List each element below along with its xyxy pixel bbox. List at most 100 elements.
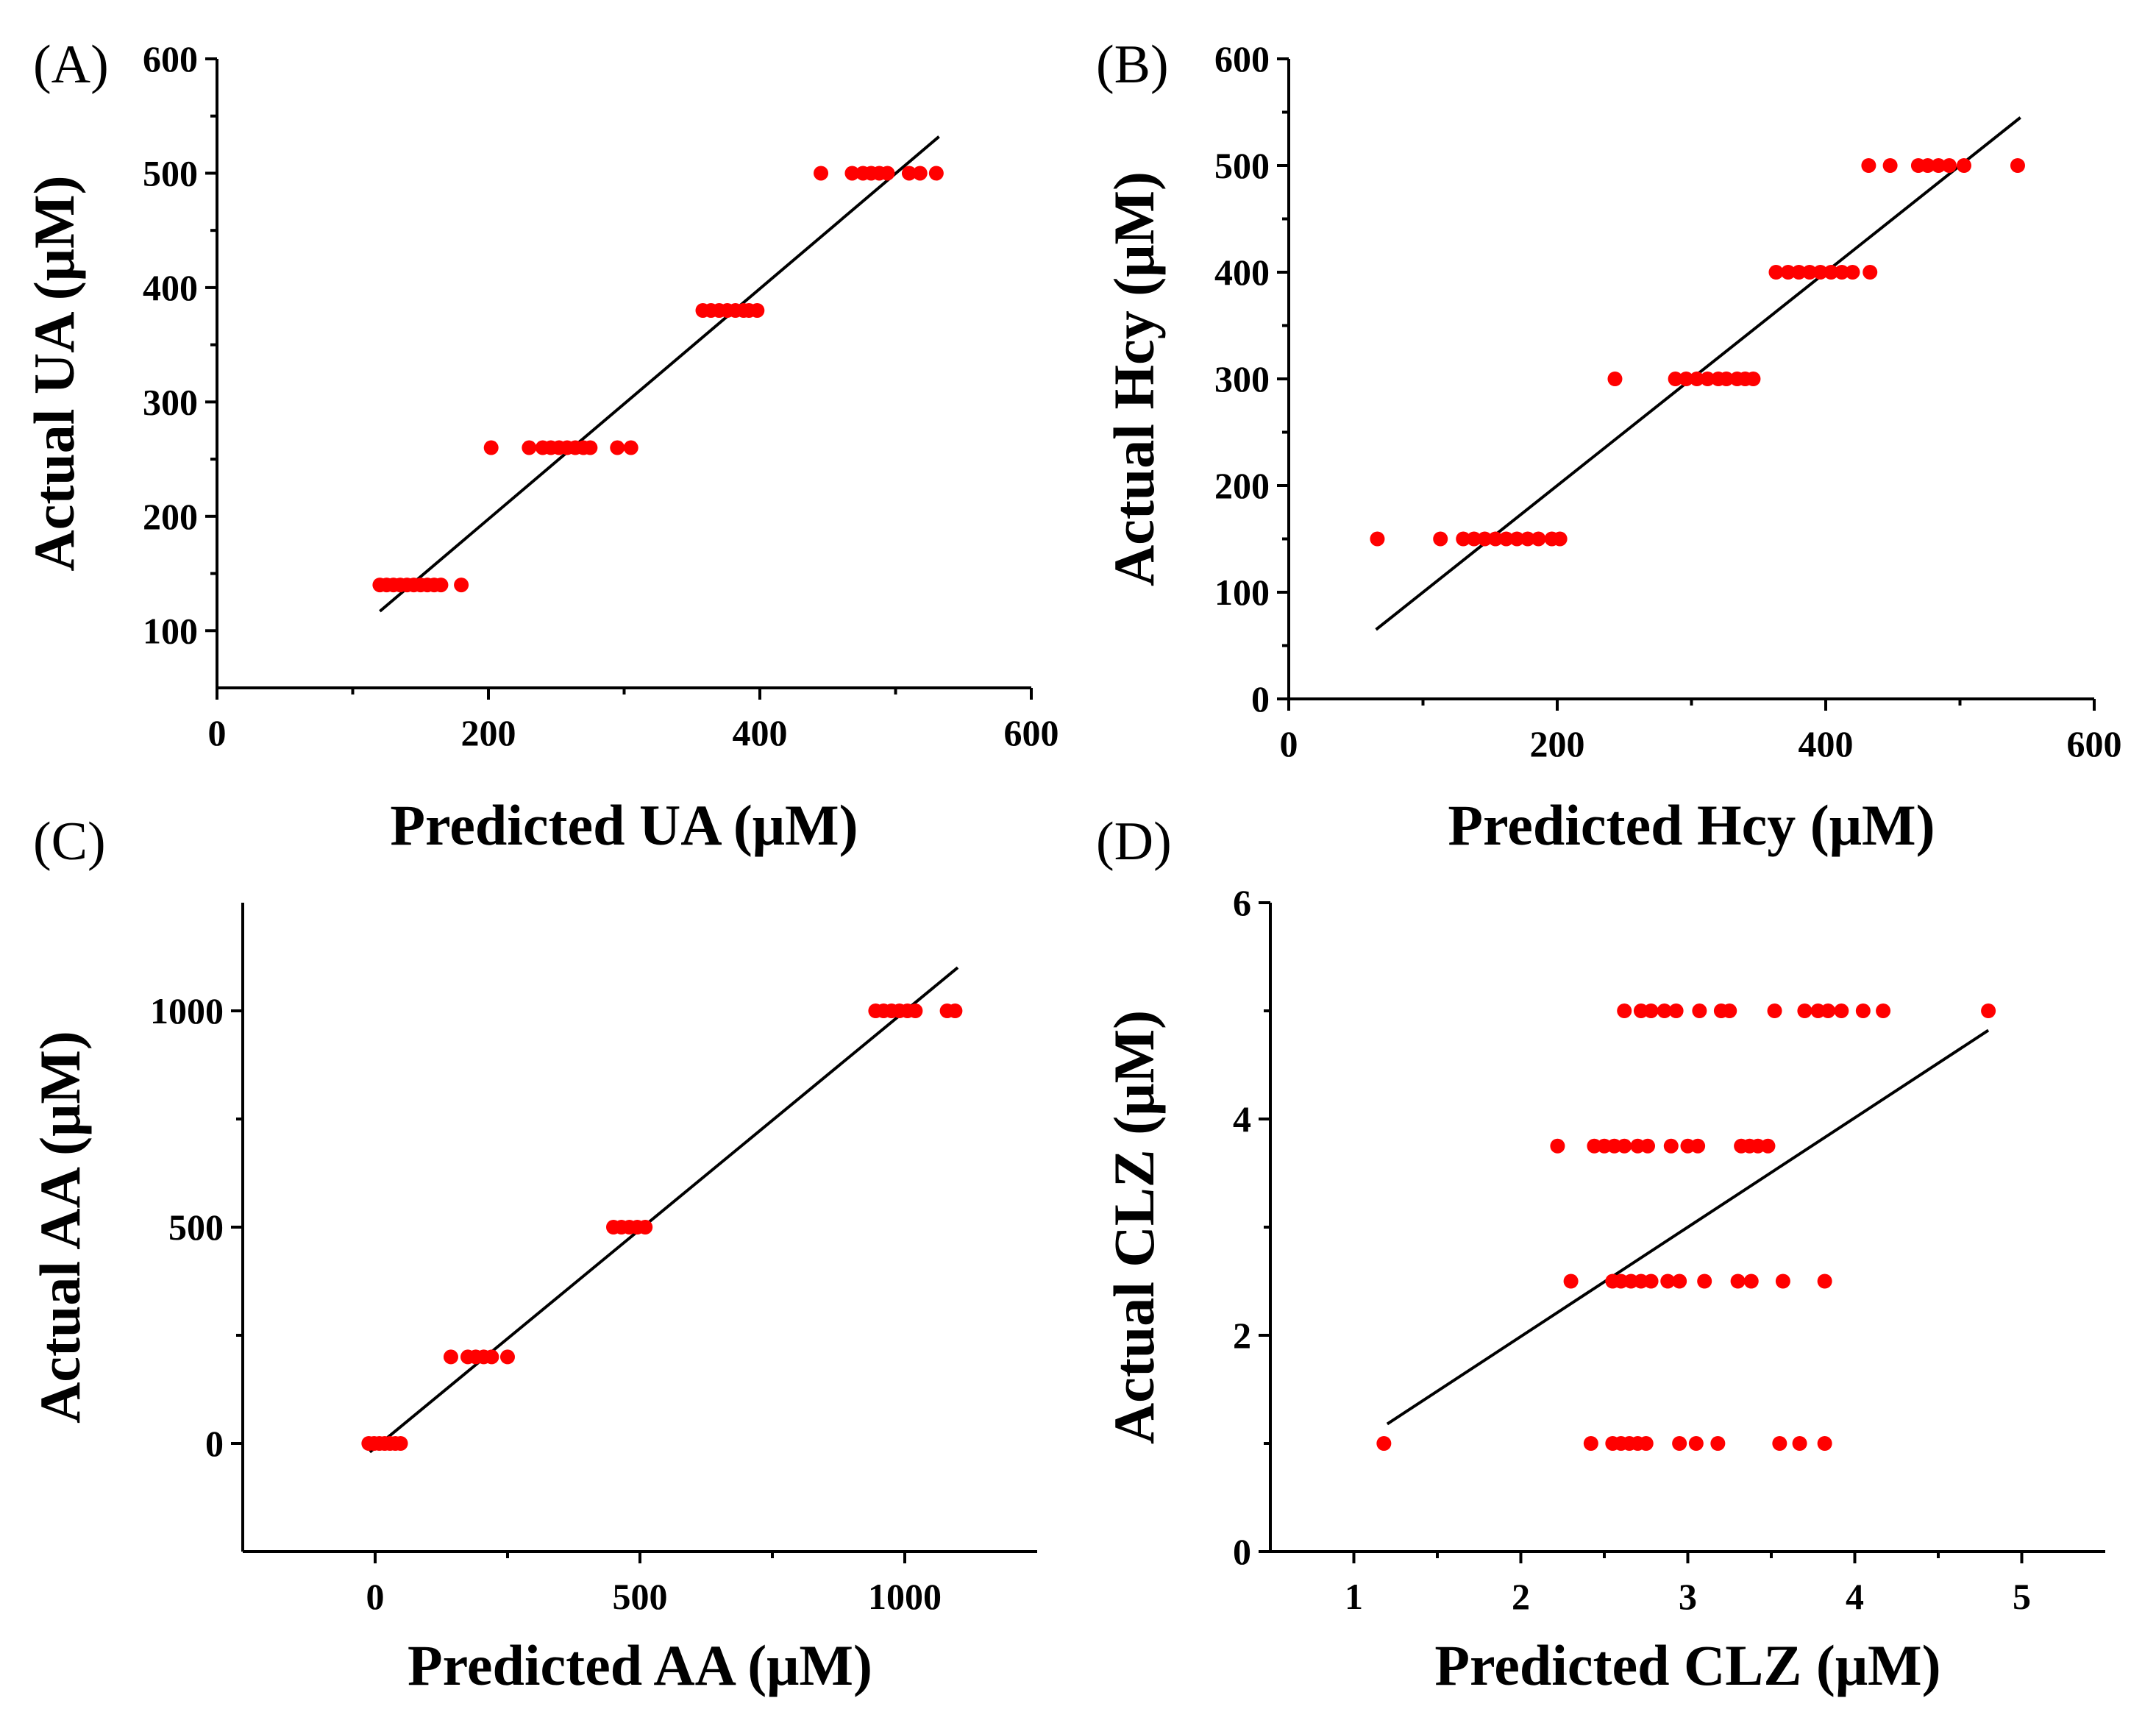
data-point [1456, 531, 1471, 547]
data-point [1607, 372, 1623, 386]
data-point [500, 1349, 515, 1365]
data-point [1498, 531, 1514, 547]
data-point [2010, 158, 2025, 173]
data-point [1718, 372, 1734, 386]
data-point [638, 1220, 653, 1234]
y-tick-label: 500 [168, 1207, 224, 1248]
data-point [1730, 1273, 1746, 1289]
data-point [393, 1436, 408, 1451]
y-axis-title: Actual CLZ (μM) [1102, 1010, 1166, 1444]
data-point [1563, 1273, 1579, 1289]
data-point [1834, 265, 1849, 280]
y-axis-title: Actual AA (μM) [28, 1031, 92, 1424]
panel-d-chart: (D) 1 2 3 4 5 0 2 4 6 Predicted CLZ (μM) Actual CLZ… [1096, 811, 2105, 1697]
y-tick-label: 600 [1214, 38, 1270, 79]
data-point [1617, 1138, 1632, 1154]
x-tick-label: 0 [1280, 723, 1298, 764]
data-point [583, 440, 598, 455]
x-tick-label: 1 [1345, 1576, 1363, 1617]
y-tick-label: 300 [1214, 358, 1270, 399]
data-point [1668, 1003, 1684, 1018]
data-point [844, 166, 860, 181]
x-tick-label: 0 [208, 712, 227, 753]
data-point [1433, 531, 1448, 547]
x-tick-label: 1000 [868, 1576, 942, 1617]
data-point [522, 440, 537, 455]
data-point [750, 303, 765, 318]
data-point [623, 440, 638, 455]
data-point [1797, 1003, 1812, 1018]
fit-line [369, 966, 959, 1454]
y-tick-label: 0 [1233, 1531, 1251, 1572]
panel-label: (D) [1096, 811, 1172, 872]
data-point [880, 166, 895, 181]
data-point [912, 166, 928, 181]
y-tick-label: 600 [143, 38, 198, 79]
data-point [1802, 265, 1818, 280]
data-point [814, 166, 829, 181]
data-point [1768, 265, 1784, 280]
data-point [1710, 1436, 1726, 1451]
panel-c-chart: (C) 0 500 1000 0 500 1000 Predicted AA (μM) Actu… [28, 811, 1037, 1697]
data-point [901, 166, 917, 181]
x-tick-label: 5 [2013, 1576, 2031, 1617]
data-point [1531, 531, 1546, 547]
data-point [947, 1003, 963, 1018]
y-tick-label: 400 [143, 267, 198, 308]
data-point [1767, 1003, 1782, 1018]
data-point [1855, 1003, 1871, 1018]
y-tick-label: 200 [1214, 465, 1270, 506]
data-point [1956, 158, 1971, 173]
data-point [1638, 1436, 1654, 1451]
data-point [1583, 1436, 1598, 1451]
data-point [1722, 1003, 1737, 1018]
data-point [443, 1349, 458, 1365]
panel-label: (B) [1096, 35, 1169, 95]
data-point [1692, 1003, 1707, 1018]
x-axis-title: Predicted Hcy (μM) [1448, 793, 1935, 857]
y-tick-label: 4 [1233, 1098, 1251, 1140]
data-point [1679, 372, 1694, 386]
x-tick-label: 3 [1679, 1576, 1697, 1617]
data-point [1746, 372, 1761, 386]
data-point [1775, 1273, 1790, 1289]
data-point [1668, 372, 1683, 386]
data-point [1477, 531, 1493, 547]
y-tick-label: 500 [1214, 145, 1270, 186]
y-tick-label: 100 [1214, 572, 1270, 613]
data-point [1660, 1273, 1676, 1289]
y-axis-title: Actual UA (μM) [22, 175, 86, 571]
data-point [1688, 1436, 1704, 1451]
x-axis-title: Predicted AA (μM) [408, 1633, 872, 1697]
data-point [1690, 1138, 1706, 1154]
data-point [1550, 1138, 1565, 1154]
data-point [1689, 372, 1704, 386]
x-axis-title: Predicted CLZ (μM) [1434, 1633, 1940, 1697]
data-point [1643, 1273, 1659, 1289]
x-tick-label: 0 [366, 1576, 385, 1617]
y-tick-label: 300 [143, 381, 198, 422]
data-point [1466, 531, 1481, 547]
x-tick-label: 4 [1846, 1576, 1864, 1617]
y-tick-label: 400 [1214, 252, 1270, 293]
data-point [1834, 1003, 1849, 1018]
data-point [1792, 1436, 1807, 1451]
y-tick-label: 200 [143, 496, 198, 537]
data-point [1376, 1436, 1392, 1451]
data-point [1824, 265, 1839, 280]
y-axis-title: Actual Hcy (μM) [1102, 171, 1166, 586]
panel-b-chart: (B) 0 200 400 600 0 100 200 300 400 500 600 Predicte… [1096, 35, 2122, 857]
x-tick-label: 200 [461, 712, 516, 753]
panel-label: (A) [33, 35, 109, 95]
data-point [1700, 372, 1715, 386]
fit-line [1386, 1029, 1990, 1426]
data-point [908, 1003, 923, 1018]
data-point [1672, 1436, 1687, 1451]
data-point [1672, 1273, 1687, 1289]
data-point [1509, 531, 1525, 547]
data-point [1657, 1003, 1672, 1018]
x-tick-label: 500 [613, 1576, 668, 1617]
y-tick-label: 0 [1251, 678, 1270, 720]
data-point [1863, 265, 1878, 280]
